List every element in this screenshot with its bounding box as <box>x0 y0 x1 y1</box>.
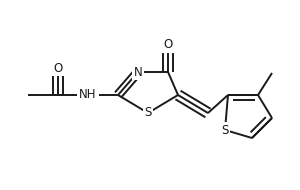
Text: NH: NH <box>79 89 97 101</box>
Text: O: O <box>53 62 63 74</box>
Text: S: S <box>221 124 229 136</box>
Text: O: O <box>164 39 172 51</box>
Text: N: N <box>134 66 142 78</box>
Text: S: S <box>144 107 152 120</box>
